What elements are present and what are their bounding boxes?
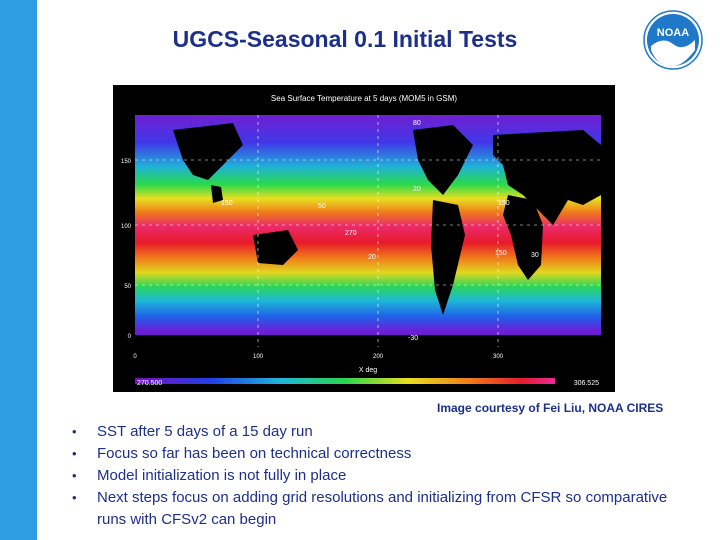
slide-title: UGCS-Seasonal 0.1 Initial Tests — [172, 26, 518, 52]
y-tick-label: 0 — [128, 334, 132, 340]
x-tick-label: 0 — [133, 354, 137, 360]
x-tick-label: 300 — [493, 354, 504, 360]
image-credit: Image courtesy of Fei Liu, NOAA CIRES — [437, 401, 664, 415]
contour-label: 20 — [368, 254, 376, 261]
bullet-item: SST after 5 days of a 15 day run — [72, 421, 672, 443]
contour-label: 150 — [495, 250, 507, 257]
contour-label: 20 — [413, 186, 421, 193]
colorbar-max-label: 306.525 — [574, 380, 599, 387]
colorbar — [135, 378, 555, 384]
contour-label: 50 — [318, 203, 326, 210]
figure-title: Sea Surface Temperature at 5 days (MOM5 … — [271, 94, 457, 103]
y-tick-label: 150 — [121, 159, 132, 165]
sst-map-figure: Sea Surface Temperature at 5 days (MOM5 … — [113, 85, 615, 392]
bullet-item: Focus so far has been on technical corre… — [72, 443, 672, 465]
bullet-item: Model initialization is not fully in pla… — [72, 465, 672, 487]
x-tick-label: 100 — [253, 354, 264, 360]
grid-lines — [135, 115, 601, 347]
noaa-logo-icon: NOAA — [643, 10, 703, 70]
contour-label: 80 — [413, 120, 421, 127]
y-tick-label: 100 — [121, 224, 132, 230]
logo-text: NOAA — [657, 27, 689, 39]
bullet-item: Next steps focus on adding grid resoluti… — [72, 487, 672, 531]
colorbar-min-label: 270.500 — [137, 380, 162, 387]
contour-label: 150 — [498, 200, 510, 207]
contour-label: -30 — [408, 335, 418, 342]
bullet-list: SST after 5 days of a 15 day run Focus s… — [72, 421, 672, 531]
contour-label: 150 — [221, 200, 233, 207]
left-accent-bar — [0, 0, 37, 540]
contour-label: 270 — [345, 230, 357, 237]
continents — [135, 123, 601, 347]
contour-label: 30 — [531, 252, 539, 259]
y-tick-label: 50 — [124, 284, 131, 290]
x-axis-label: X deg — [359, 367, 377, 374]
x-tick-label: 200 — [373, 354, 384, 360]
